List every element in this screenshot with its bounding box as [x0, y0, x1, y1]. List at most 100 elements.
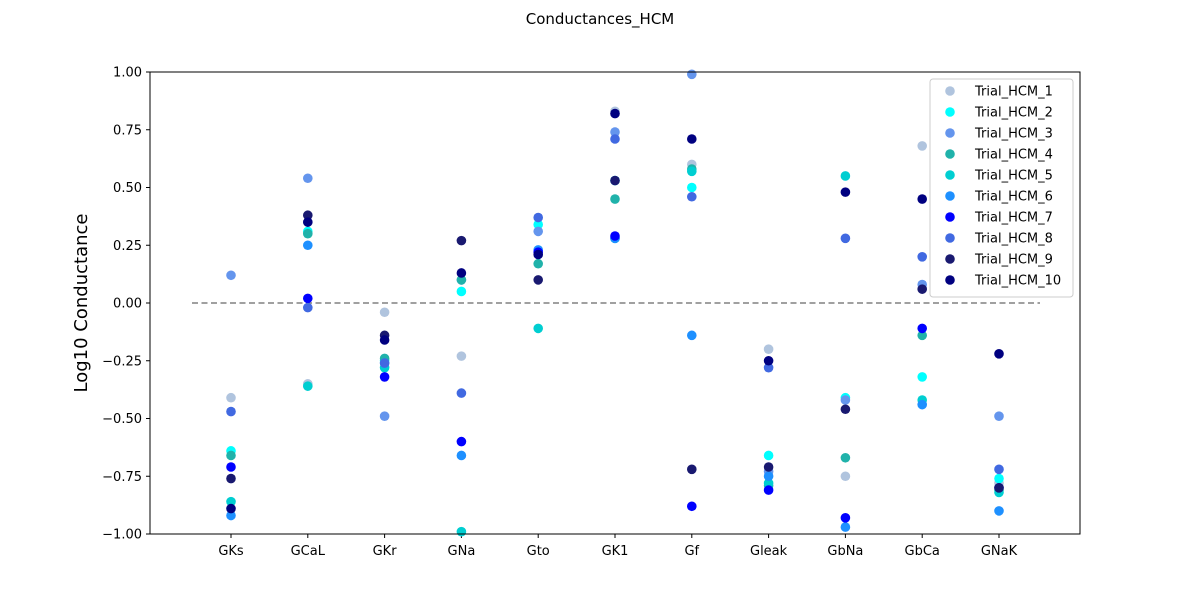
data-point [687, 464, 697, 475]
series-Trial_HCM_8 [226, 134, 1004, 475]
data-point [687, 191, 697, 202]
data-point [840, 452, 851, 463]
y-tick-label: −0.25 [102, 354, 142, 369]
data-point [456, 275, 467, 285]
data-point [763, 362, 774, 373]
legend-marker [945, 170, 955, 180]
x-tick-label: GKr [373, 544, 398, 559]
data-point [456, 526, 467, 537]
data-point [610, 134, 620, 144]
data-point [303, 217, 313, 227]
x-tick-label: GbNa [827, 544, 863, 559]
data-point [917, 284, 927, 294]
data-point [226, 496, 236, 507]
legend-item: Trial_HCM_10 [945, 274, 1061, 289]
data-point [533, 249, 543, 260]
data-point [533, 226, 543, 237]
data-point [456, 235, 467, 246]
legend-item: Trial_HCM_8 [945, 232, 1053, 247]
legend-marker [945, 128, 955, 138]
plot-frame [149, 71, 1081, 535]
data-point [917, 251, 927, 262]
data-point [610, 231, 620, 241]
data-point [994, 464, 1004, 475]
data-point [226, 503, 236, 514]
data-point [303, 173, 313, 184]
data-point [379, 335, 390, 345]
data-point [763, 355, 774, 366]
data-point [303, 381, 313, 391]
data-point [917, 194, 927, 204]
data-point [687, 166, 697, 177]
y-axis-ticks: −1.00 −0.75 −0.50 −0.25 0.00 0.25 0.50 0.75 1.00 [102, 66, 150, 543]
legend-label: Trial_HCM_3 [974, 127, 1053, 142]
y-axis-label: Log10 Conductance [71, 214, 92, 393]
y-tick-label: 0.75 [113, 123, 142, 138]
data-point [840, 522, 851, 532]
y-tick-label: 1.00 [113, 66, 142, 81]
data-point [303, 302, 313, 313]
legend-label: Trial_HCM_7 [974, 211, 1053, 226]
data-point [456, 450, 467, 461]
legend-label: Trial_HCM_8 [974, 232, 1053, 247]
data-point [226, 406, 236, 417]
data-point [379, 307, 390, 318]
x-tick-label: Gto [527, 544, 550, 559]
legend-marker [945, 275, 955, 285]
legend-marker [945, 254, 955, 264]
data-point [226, 392, 236, 403]
data-point [303, 240, 313, 251]
data-point [994, 483, 1004, 493]
data-point [917, 330, 927, 341]
data-point [610, 194, 620, 204]
data-point [917, 399, 927, 410]
data-point [994, 349, 1004, 359]
legend-marker [945, 86, 955, 96]
data-points [226, 69, 1004, 537]
data-point [456, 286, 467, 297]
data-point [687, 182, 697, 193]
data-point [226, 270, 236, 281]
data-point [379, 372, 390, 382]
data-point [610, 175, 620, 186]
legend-marker [945, 149, 955, 159]
y-tick-label: 0.50 [113, 181, 142, 196]
legend-label: Trial_HCM_6 [974, 190, 1053, 205]
data-point [763, 485, 774, 495]
data-point [763, 478, 774, 488]
legend-item: Trial_HCM_1 [945, 85, 1053, 100]
legend-box [929, 78, 1074, 298]
data-point [226, 510, 236, 521]
y-tick-label: 0.25 [113, 239, 142, 254]
data-point [533, 258, 543, 269]
data-point [687, 330, 697, 341]
legend-marker [945, 191, 955, 201]
data-point [379, 411, 390, 421]
legend-marker [945, 233, 955, 243]
series-Trial_HCM_9 [226, 175, 1004, 493]
chart-title: Conductances_HCM [526, 10, 675, 29]
data-point [533, 212, 543, 223]
legend-label: Trial_HCM_4 [974, 148, 1053, 163]
data-point [226, 462, 236, 472]
data-point [917, 323, 927, 334]
data-point [687, 134, 697, 144]
x-tick-label: Gleak [750, 544, 788, 559]
legend-label: Trial_HCM_9 [974, 253, 1053, 268]
data-point [533, 275, 543, 285]
data-point [840, 513, 851, 523]
data-point [610, 127, 620, 137]
legend-item: Trial_HCM_9 [945, 253, 1053, 268]
data-point [226, 473, 236, 484]
x-tick-label: GbCa [905, 544, 940, 559]
data-point [763, 450, 774, 461]
x-axis-ticks: GKs GCaL GKr GNa Gto GK1 Gf Gleak GbNa GbCa GNaK [218, 534, 1018, 559]
data-point [533, 219, 543, 230]
data-point [303, 293, 313, 304]
y-tick-label: −0.50 [102, 412, 142, 427]
data-point [456, 436, 467, 447]
data-point [763, 462, 774, 472]
y-tick-label: −1.00 [102, 528, 142, 543]
x-tick-label: GK1 [602, 544, 629, 559]
data-point [303, 210, 313, 221]
